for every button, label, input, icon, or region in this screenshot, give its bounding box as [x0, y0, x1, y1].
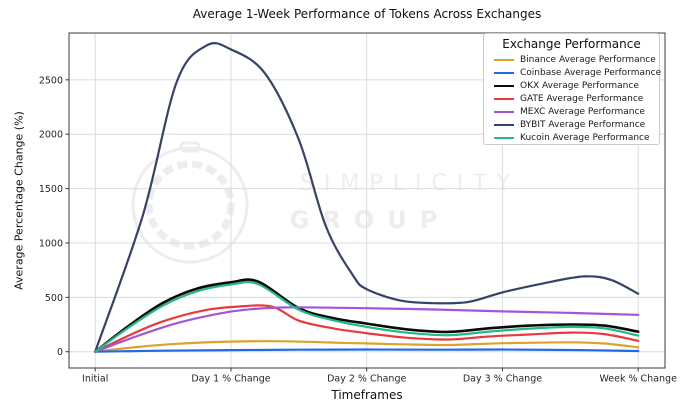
y-tick-label: 1500 — [39, 184, 63, 195]
series-line-okx — [93, 278, 640, 353]
x-axis-label: Timeframes — [331, 388, 403, 402]
x-tick-label: Day 3 % Change — [463, 374, 542, 385]
watermark-logo-icon — [145, 160, 235, 250]
legend-swatch-icon — [494, 84, 514, 87]
y-axis-label: Average Percentage Change (%) — [12, 111, 26, 290]
watermark-logo-icon — [131, 146, 249, 264]
y-tick-label: 2000 — [39, 130, 63, 141]
watermark-logo-icon — [179, 141, 201, 153]
legend-swatch-icon — [494, 71, 514, 74]
legend-item-label: BYBIT Average Performance — [520, 119, 646, 130]
x-tick-label: Week % Change — [599, 374, 677, 385]
legend-item-label: GATE Average Performance — [520, 93, 644, 104]
x-tick-label: Day 1 % Change — [191, 374, 270, 385]
legend-swatch-icon — [494, 136, 514, 139]
legend: Exchange Performance Binance Average Per… — [483, 33, 661, 145]
legend-item: OKX Average Performance — [490, 79, 653, 92]
legend-swatch-icon — [494, 58, 514, 61]
series-line-kucoin — [94, 280, 640, 353]
watermark-text: GROUP — [290, 206, 451, 234]
legend-item: MEXC Average Performance — [490, 105, 653, 118]
legend-item-label: Binance Average Performance — [520, 54, 656, 65]
legend-title: Exchange Performance — [502, 37, 641, 51]
legend-item-label: Kucoin Average Performance — [520, 132, 650, 143]
legend-item: GATE Average Performance — [490, 92, 653, 105]
x-tick-label: Day 2 % Change — [327, 374, 406, 385]
legend-swatch-icon — [494, 110, 514, 113]
legend-item-label: Coinbase Average Performance — [520, 67, 662, 78]
legend-item: Kucoin Average Performance — [490, 131, 653, 144]
legend-swatch-icon — [494, 97, 514, 100]
y-tick-label: 0 — [57, 347, 63, 358]
series-line-binance — [94, 340, 640, 353]
y-tick-label: 500 — [45, 293, 63, 304]
series-line-mexc — [94, 306, 640, 353]
watermark-text: SIMPLICITY — [300, 171, 520, 196]
legend-item: Binance Average Performance — [490, 53, 656, 66]
x-tick-label: Initial — [82, 374, 108, 385]
series-line-coinbase — [94, 348, 640, 353]
series-line-bybit — [94, 42, 640, 353]
chart-title: Average 1-Week Performance of Tokens Acr… — [192, 7, 542, 21]
legend-item: BYBIT Average Performance — [490, 118, 653, 131]
y-tick-label: 1000 — [39, 238, 63, 249]
legend-items: Binance Average Performance Coinbase Aver… — [490, 53, 661, 144]
legend-item: Coinbase Average Performance — [490, 66, 661, 79]
legend-swatch-icon — [494, 123, 514, 126]
legend-item-label: MEXC Average Performance — [520, 106, 645, 117]
series-line-gate — [94, 304, 640, 353]
legend-item-label: OKX Average Performance — [520, 80, 639, 91]
y-tick-label: 2500 — [39, 75, 63, 86]
